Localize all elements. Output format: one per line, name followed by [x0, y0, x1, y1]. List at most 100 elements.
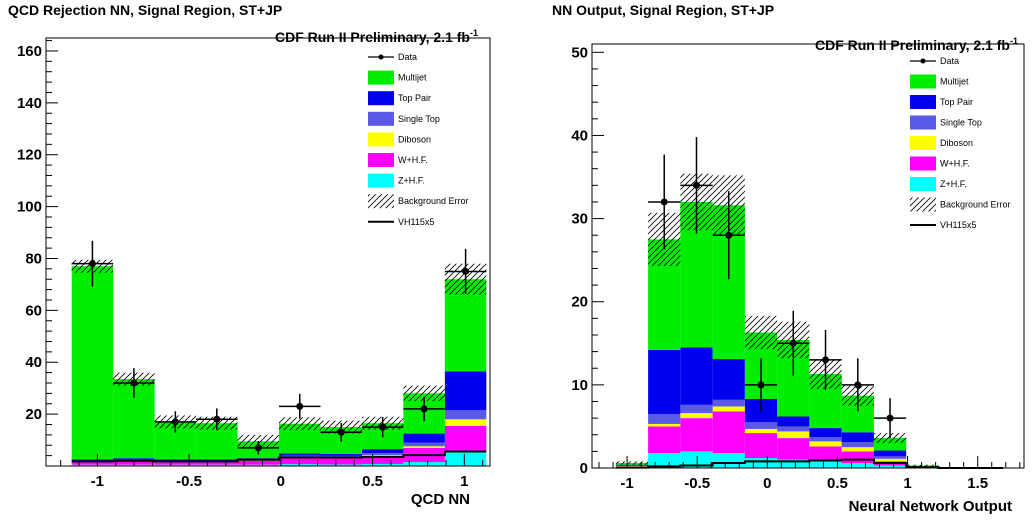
right-bar-whf-7: [841, 451, 874, 464]
left-legend-label: Data: [398, 52, 417, 62]
left-bar-top_pair-0: [71, 459, 114, 461]
left-bar-zhf-5: [279, 464, 321, 466]
left-bar-zhf-8: [403, 462, 445, 466]
right-bkg-error-9: [906, 464, 939, 467]
right-bar-whf-1: [648, 426, 681, 454]
right-bar-whf-6: [809, 446, 842, 462]
right-signal-line: [615, 458, 1003, 469]
right-bar-zhf-6: [809, 461, 842, 468]
right-bar-single_top-6: [809, 437, 842, 442]
right-bar-single_top-2: [680, 404, 713, 414]
right-x-axis-label: Neural Network Output: [849, 498, 1012, 515]
right-bar-zhf-3: [712, 453, 745, 468]
left-legend-label: Diboson: [398, 134, 431, 144]
left-legend-label: W+H.F.: [398, 155, 428, 165]
right-bar-diboson-7: [841, 447, 874, 452]
right-bar-diboson-1: [648, 423, 681, 427]
left-y-tick-label: 160: [17, 43, 42, 60]
right-data-point: [757, 381, 765, 389]
left-data-point: [130, 379, 138, 387]
right-bar-top_pair-6: [809, 428, 842, 438]
left-bar-diboson-9: [444, 419, 487, 426]
right-legend-label: Multijet: [940, 77, 969, 87]
right-bar-diboson-4: [744, 428, 778, 434]
right-chart-title: NN Output, Signal Region, ST+JP: [552, 2, 774, 18]
right-bkg-error-8: [873, 433, 907, 444]
right-bar-zhf-7: [841, 463, 874, 468]
left-legend-label: Top Pair: [398, 93, 431, 103]
left-bar-whf-4: [237, 460, 280, 465]
left-legend-swatch-single_top: [368, 111, 394, 126]
right-legend-label: Z+H.F.: [940, 179, 967, 189]
right-legend-label: Background Error: [940, 200, 1011, 210]
right-data-point: [725, 231, 733, 239]
left-data-point: [171, 418, 179, 426]
right-bar-top_pair-1: [648, 349, 681, 414]
left-bar-diboson-8: [403, 446, 445, 448]
left-bar-top_pair-6: [320, 453, 362, 456]
right-x-tick-label: 1.5: [967, 475, 988, 492]
left-data-point: [88, 260, 96, 268]
left-bar-single_top-7: [361, 453, 404, 456]
right-legend-label: Diboson: [940, 138, 973, 148]
left-y-tick-label: 100: [17, 199, 42, 216]
right-chart: NN Output, Signal Region, ST+JP 01020304…: [552, 2, 1025, 515]
left-bar-zhf-2: [154, 464, 197, 466]
left-data-point: [337, 428, 345, 436]
right-bar-diboson-2: [680, 413, 713, 419]
left-data-point: [254, 444, 262, 452]
left-x-tick-label: 0: [277, 473, 285, 490]
left-legend-swatch-multijet: [368, 70, 394, 85]
right-bar-diboson-8: [873, 458, 907, 462]
right-bar-single_top-5: [777, 426, 810, 432]
left-data-point: [296, 402, 304, 410]
left-data-point: [462, 267, 470, 275]
right-data-point: [822, 356, 830, 364]
right-plot-frame: [591, 43, 1025, 469]
left-chart-title: QCD Rejection NN, Signal Region, ST+JP: [8, 2, 282, 18]
left-bar-multijet-0: [71, 266, 114, 460]
left-bar-top_pair-1: [113, 458, 155, 460]
right-y-tick-label: 40: [571, 127, 588, 144]
right-bar-single_top-1: [648, 413, 681, 424]
left-data-point: [420, 405, 428, 413]
right-bar-zhf-4: [744, 458, 778, 468]
left-legend-label: Multijet: [398, 73, 427, 83]
right-x-tick-label: 0.5: [827, 475, 848, 492]
right-legend-label: Data: [940, 56, 959, 66]
right-data-point: [789, 339, 797, 347]
left-x-tick-label: -1: [91, 473, 104, 490]
right-bar-single_top-7: [841, 442, 874, 448]
right-x-tick-label: 0: [763, 475, 771, 492]
right-preliminary-label: CDF Run II Preliminary, 2.1 fb-1: [815, 36, 1018, 53]
right-x-tick-label: -0.5: [684, 475, 710, 492]
right-data-point: [692, 181, 700, 189]
right-bar-single_top-3: [712, 399, 745, 407]
right-y-tick-label: 0: [580, 460, 588, 477]
left-bar-single_top-5: [279, 455, 321, 457]
left-bar-top_pair-7: [361, 449, 404, 454]
right-bar-zhf-1: [648, 453, 681, 468]
left-bar-top_pair-5: [279, 453, 321, 456]
left-legend-label: Single Top: [398, 114, 440, 124]
right-bar-top_pair-5: [777, 416, 810, 427]
left-legend-swatch-top_pair: [368, 91, 394, 106]
left-bkg-error-5: [279, 417, 321, 431]
left-bar-zhf-7: [361, 463, 404, 466]
left-signal-line: [71, 450, 487, 463]
right-y-tick-label: 20: [571, 294, 588, 311]
right-bar-single_top-8: [873, 456, 907, 459]
left-y-tick-label: 120: [17, 147, 42, 164]
left-bar-top_pair-3: [196, 459, 238, 461]
left-x-axis-label: QCD NN: [411, 491, 470, 508]
left-plot-body: 20 40 60 80 100 120 140 160 -1 -0.5 0 0.5 1: [17, 37, 491, 490]
right-data-point: [886, 414, 894, 422]
left-bar-whf-0: [71, 462, 114, 465]
right-bkg-error-0: [615, 461, 649, 465]
left-bkg-error-8: [403, 385, 445, 402]
right-legend-swatch-top_pair: [910, 95, 936, 109]
right-bar-diboson-6: [809, 441, 842, 447]
left-bar-top_pair-2: [154, 459, 197, 461]
left-legend-label: VH115x5: [398, 217, 434, 227]
left-legend: Data Multijet Top Pair Single Top Diboson W+H…: [368, 52, 469, 227]
